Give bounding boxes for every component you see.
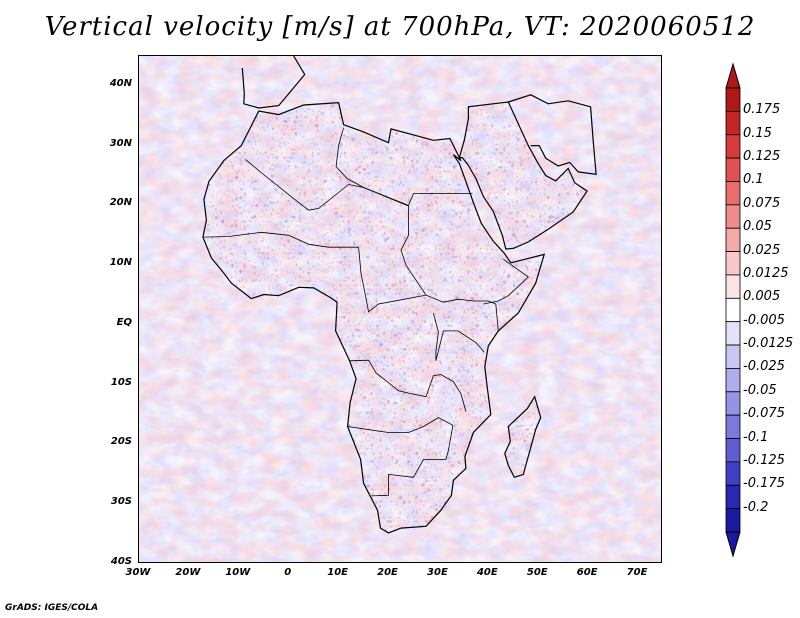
lat-label-30n: 30N: [109, 137, 132, 149]
colorbar-label: -0.1: [743, 429, 769, 445]
country-border-3: [203, 231, 427, 313]
colorbar-swatch-7: [725, 227, 741, 252]
country-border-5: [347, 417, 454, 497]
lat-label-10n: 10N: [109, 257, 132, 269]
colorbar-label: 0.025: [743, 242, 781, 258]
iberia-coastline: [241, 56, 306, 109]
lon-label-20e: 20E: [377, 567, 398, 578]
colorbar-swatch-1: [725, 87, 741, 112]
vertical-velocity-field: [139, 56, 661, 562]
arabia-coastline: [458, 101, 588, 250]
lon-label-30w: 30W: [125, 567, 151, 578]
colorbar-label: -0.2: [743, 499, 769, 515]
colorbar-swatch-2: [725, 110, 741, 136]
colorbar-label: 0.15: [743, 125, 772, 141]
colorbar-swatch-19: [725, 508, 741, 533]
colorbar-swatch-14: [725, 391, 741, 416]
lon-label-60e: 60E: [576, 567, 598, 578]
colorbar-bottom-arrow: [725, 531, 741, 558]
colorbar-swatch-5: [725, 181, 741, 206]
colorbar-label: -0.05: [743, 382, 777, 398]
country-border-1: [245, 159, 499, 331]
colorbar-swatch-16: [725, 438, 741, 463]
lat-label-40s: 40S: [110, 556, 132, 567]
country-border-6: [433, 312, 485, 361]
colorbar: [725, 62, 741, 558]
colorbar-label: -0.175: [743, 476, 785, 492]
colorbar-label: -0.025: [743, 359, 785, 375]
colorbar-label: 0.075: [743, 195, 781, 211]
colorbar-swatch-6: [725, 204, 741, 229]
lat-label-20n: 20N: [109, 197, 132, 209]
lon-label-70e: 70E: [626, 567, 648, 578]
lon-label-0: 0: [284, 567, 292, 578]
colorbar-swatch-11: [725, 321, 741, 346]
africa-coastline: [202, 101, 546, 534]
map-panel: [138, 55, 662, 563]
colorbar-label: 0.125: [743, 149, 781, 165]
colorbar-label: -0.075: [743, 406, 785, 422]
colorbar-swatch-4: [725, 157, 741, 182]
lon-label-10e: 10E: [327, 567, 348, 578]
lon-label-20w: 20W: [175, 567, 201, 578]
lon-label-30e: 30E: [427, 567, 448, 578]
lat-label-eq: EQ: [116, 316, 132, 328]
coastlines: [202, 56, 597, 534]
colorbar-label: 0.0125: [743, 265, 789, 281]
country-border-4: [349, 359, 467, 412]
colorbar-swatch-3: [725, 134, 741, 159]
lat-label-30s: 30S: [110, 496, 132, 508]
country-border-7: [483, 258, 529, 305]
colorbar-label: 0.1: [743, 172, 764, 188]
persia-coastline: [508, 94, 597, 175]
colorbar-label: 0.05: [743, 219, 772, 235]
colorbar-swatch-12: [725, 344, 741, 369]
colorbar-label: 0.005: [743, 289, 781, 305]
lon-label-50e: 50E: [526, 567, 548, 578]
lon-label-40e: 40E: [476, 567, 498, 578]
colorbar-swatch-17: [725, 461, 741, 486]
colorbar-label: -0.125: [743, 452, 785, 468]
colorbar-swatch-13: [725, 368, 741, 393]
grads-credit: GrADS: IGES/COLA: [5, 603, 99, 613]
colorbar-swatch-15: [725, 414, 741, 439]
colorbar-swatch-18: [725, 484, 741, 510]
colorbar-swatch-8: [725, 251, 741, 276]
country-border-2: [335, 127, 473, 206]
lon-label-10w: 10W: [225, 567, 251, 578]
colorbar-swatch-9: [725, 274, 741, 299]
lat-label-20s: 20S: [110, 436, 132, 448]
chart-title: Vertical velocity [m/s] at 700hPa, VT: 2…: [44, 12, 756, 42]
colorbar-top-arrow: [725, 62, 741, 89]
colorbar-label: -0.005: [743, 312, 785, 328]
colorbar-label: -0.0125: [743, 336, 794, 352]
colorbar-swatch-10: [725, 297, 741, 323]
lat-label-40n: 40N: [109, 77, 132, 89]
madagascar-coastline: [504, 395, 542, 479]
lat-label-10s: 10S: [110, 376, 132, 388]
colorbar-label: 0.175: [743, 102, 781, 118]
